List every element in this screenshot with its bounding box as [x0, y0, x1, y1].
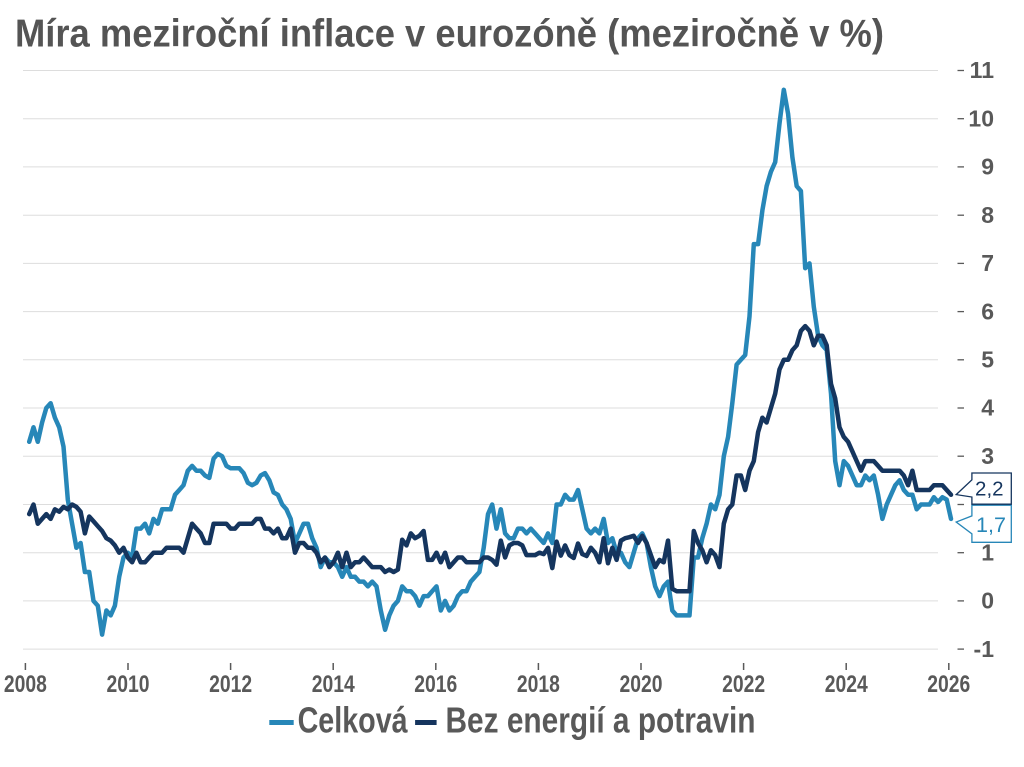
svg-text:11: 11: [970, 57, 995, 83]
svg-text:2008: 2008: [4, 671, 47, 698]
svg-text:2016: 2016: [414, 671, 457, 698]
svg-text:2022: 2022: [722, 671, 765, 698]
svg-text:2018: 2018: [517, 671, 560, 698]
svg-text:9: 9: [981, 154, 994, 180]
svg-text:5: 5: [981, 347, 994, 373]
svg-text:Míra meziroční inflace v euroz: Míra meziroční inflace v eurozóně (mezir…: [15, 12, 884, 55]
svg-text:8: 8: [981, 202, 994, 228]
svg-text:Celková: Celková: [298, 699, 409, 740]
svg-text:1,7: 1,7: [976, 513, 1006, 537]
svg-text:1: 1: [981, 539, 994, 565]
svg-text:Bez energií a potravin: Bez energií a potravin: [446, 699, 756, 740]
svg-text:0: 0: [981, 588, 994, 614]
svg-text:2,2: 2,2: [975, 478, 1004, 501]
svg-text:7: 7: [981, 250, 994, 276]
svg-text:-1: -1: [974, 636, 995, 662]
svg-text:2024: 2024: [825, 671, 869, 698]
svg-text:4: 4: [981, 395, 994, 421]
svg-text:2020: 2020: [620, 671, 663, 698]
svg-text:6: 6: [981, 298, 994, 324]
svg-text:2010: 2010: [107, 671, 150, 698]
svg-text:2012: 2012: [209, 671, 252, 698]
svg-text:2026: 2026: [927, 671, 970, 698]
svg-text:10: 10: [968, 105, 994, 131]
svg-text:2014: 2014: [312, 671, 356, 698]
svg-text:3: 3: [981, 443, 994, 469]
